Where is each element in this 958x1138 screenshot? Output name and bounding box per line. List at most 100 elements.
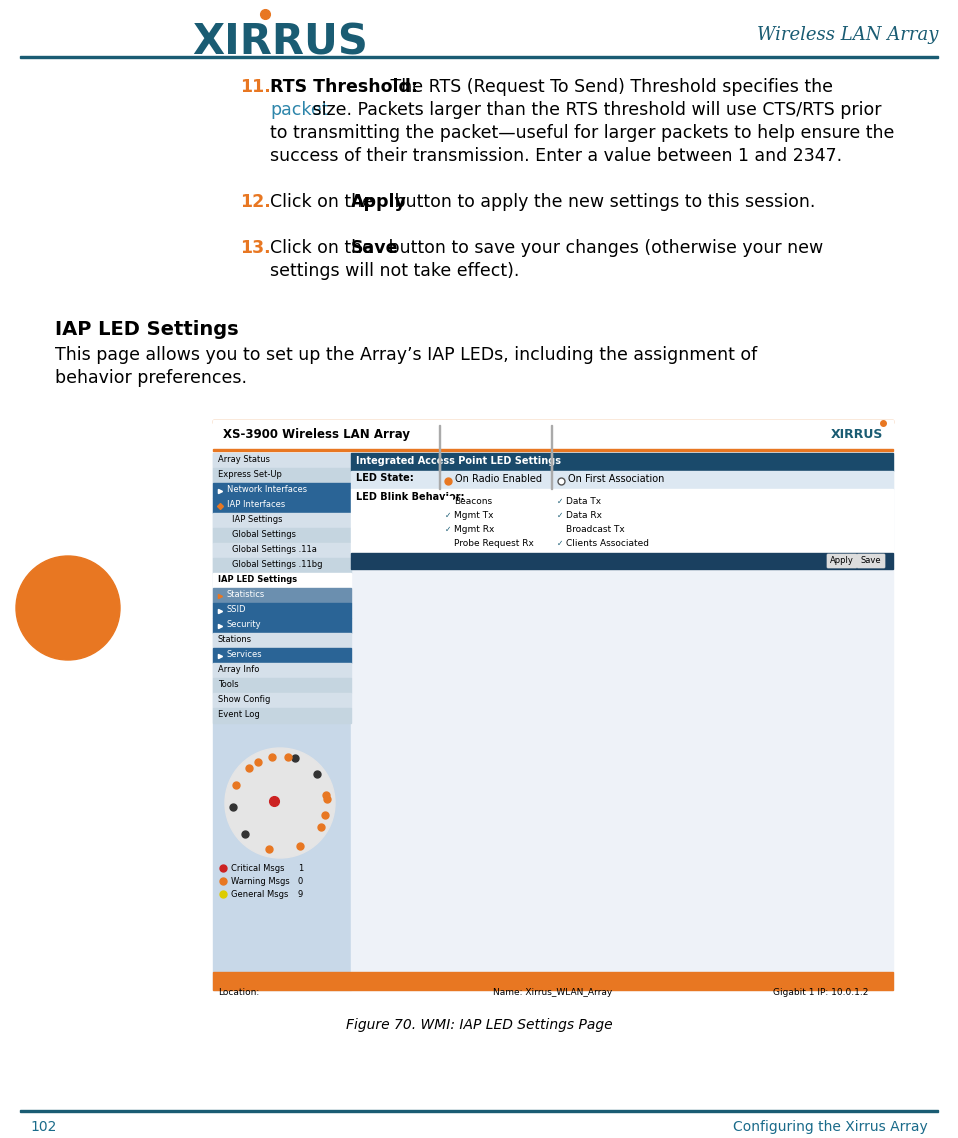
Circle shape (16, 556, 120, 660)
Text: This page allows you to set up the Array’s IAP LEDs, including the assignment of: This page allows you to set up the Array… (55, 346, 757, 363)
Text: IAP LED Settings: IAP LED Settings (55, 320, 239, 338)
Text: General Msgs: General Msgs (231, 890, 288, 899)
Bar (556, 510, 564, 518)
Bar (213, 558, 351, 574)
Bar (213, 498, 351, 513)
Text: ✓: ✓ (445, 511, 451, 520)
Bar (20, 1110, 938, 1112)
Text: behavior preferences.: behavior preferences. (55, 369, 247, 387)
Text: RTS Threshold:: RTS Threshold: (270, 79, 418, 96)
Bar (213, 453, 351, 468)
Bar (556, 538, 564, 546)
Text: Network Interfaces: Network Interfaces (227, 485, 308, 494)
Text: The RTS (Request To Send) Threshold specifies the: The RTS (Request To Send) Threshold spec… (385, 79, 833, 96)
Text: Broadcast Tx: Broadcast Tx (566, 525, 625, 534)
Text: Mgmt Rx: Mgmt Rx (454, 525, 494, 534)
Bar (444, 538, 452, 546)
Bar (444, 496, 452, 504)
Text: ✓: ✓ (445, 525, 451, 534)
Text: 13.: 13. (240, 239, 270, 257)
Bar (351, 553, 893, 569)
Text: Mgmt Tx: Mgmt Tx (454, 511, 493, 520)
Text: Data Tx: Data Tx (566, 497, 601, 506)
Bar (213, 633, 351, 648)
Text: Warning Msgs: Warning Msgs (231, 877, 289, 887)
Text: 0: 0 (298, 877, 304, 887)
Text: packet: packet (270, 101, 329, 119)
Bar (444, 510, 452, 518)
Bar (213, 483, 351, 498)
Bar (213, 708, 351, 723)
Text: to transmitting the packet—useful for larger packets to help ensure the: to transmitting the packet—useful for la… (270, 124, 895, 142)
Text: Figure 70. WMI: IAP LED Settings Page: Figure 70. WMI: IAP LED Settings Page (346, 1019, 612, 1032)
Text: Integrated Access Point LED Settings: Integrated Access Point LED Settings (356, 456, 561, 465)
Text: Beacons: Beacons (454, 497, 492, 506)
Bar (213, 420, 893, 448)
Text: 9: 9 (298, 890, 304, 899)
Text: Data Rx: Data Rx (566, 511, 602, 520)
Text: Express Set-Up: Express Set-Up (218, 470, 282, 479)
Circle shape (225, 748, 335, 858)
Bar (551, 453, 552, 471)
Text: Save: Save (860, 556, 881, 564)
Text: Clients Associated: Clients Associated (566, 539, 649, 549)
Text: IAP LED Settings: IAP LED Settings (218, 575, 297, 584)
Text: SSID: SSID (227, 605, 246, 615)
Bar (20, 56, 938, 58)
Bar (439, 453, 440, 471)
Text: button to save your changes (otherwise your new: button to save your changes (otherwise y… (383, 239, 823, 257)
Bar (213, 574, 351, 588)
Text: Location:: Location: (218, 988, 260, 997)
Bar (444, 523, 452, 531)
Text: Save: Save (351, 239, 399, 257)
Text: Global Settings: Global Settings (232, 530, 296, 539)
Bar (213, 543, 351, 558)
Bar (556, 523, 564, 531)
Text: 12.: 12. (240, 193, 271, 211)
Bar (213, 678, 351, 693)
Bar (213, 972, 893, 990)
Text: Click on the: Click on the (270, 193, 378, 211)
Bar (213, 420, 893, 423)
Bar (556, 496, 564, 504)
Text: Security: Security (227, 620, 262, 629)
Bar (213, 468, 351, 483)
Text: Stations: Stations (218, 635, 252, 644)
Text: Apply: Apply (351, 193, 407, 211)
Text: Gigabit 1 IP: 10.0.1.2: Gigabit 1 IP: 10.0.1.2 (773, 988, 868, 997)
Bar (351, 471, 893, 489)
Bar (351, 489, 893, 553)
Text: 1: 1 (298, 864, 304, 873)
Text: LED Blink Behavior:: LED Blink Behavior: (356, 492, 465, 502)
Bar (213, 663, 351, 678)
Bar (213, 588, 351, 603)
Bar (213, 603, 351, 618)
Bar (439, 424, 440, 489)
Text: Tools: Tools (218, 681, 239, 688)
Bar (351, 453, 893, 471)
Bar (213, 528, 351, 543)
Text: button to apply the new settings to this session.: button to apply the new settings to this… (389, 193, 815, 211)
Text: Event Log: Event Log (218, 710, 260, 719)
Text: LED State:: LED State: (356, 473, 414, 483)
Text: XIRRUS: XIRRUS (192, 20, 368, 63)
Bar (213, 648, 351, 663)
Text: Array Status: Array Status (218, 455, 270, 464)
Text: On Radio Enabled: On Radio Enabled (455, 475, 542, 484)
Bar (351, 453, 893, 990)
FancyBboxPatch shape (857, 554, 885, 568)
Text: IAP Interfaces: IAP Interfaces (227, 500, 285, 509)
Text: Services: Services (227, 650, 262, 659)
Text: XS-3900 Wireless LAN Array: XS-3900 Wireless LAN Array (223, 428, 410, 442)
Text: Click on the: Click on the (270, 239, 378, 257)
Bar (213, 453, 351, 990)
Text: On First Association: On First Association (568, 475, 665, 484)
FancyBboxPatch shape (827, 554, 857, 568)
Text: Configuring the Xirrus Array: Configuring the Xirrus Array (733, 1120, 928, 1133)
Text: IAP Settings: IAP Settings (232, 516, 283, 523)
Text: success of their transmission. Enter a value between 1 and 2347.: success of their transmission. Enter a v… (270, 147, 842, 165)
Bar (213, 618, 351, 633)
Text: Probe Request Rx: Probe Request Rx (454, 539, 534, 549)
Bar (213, 513, 351, 528)
Bar (213, 420, 893, 990)
